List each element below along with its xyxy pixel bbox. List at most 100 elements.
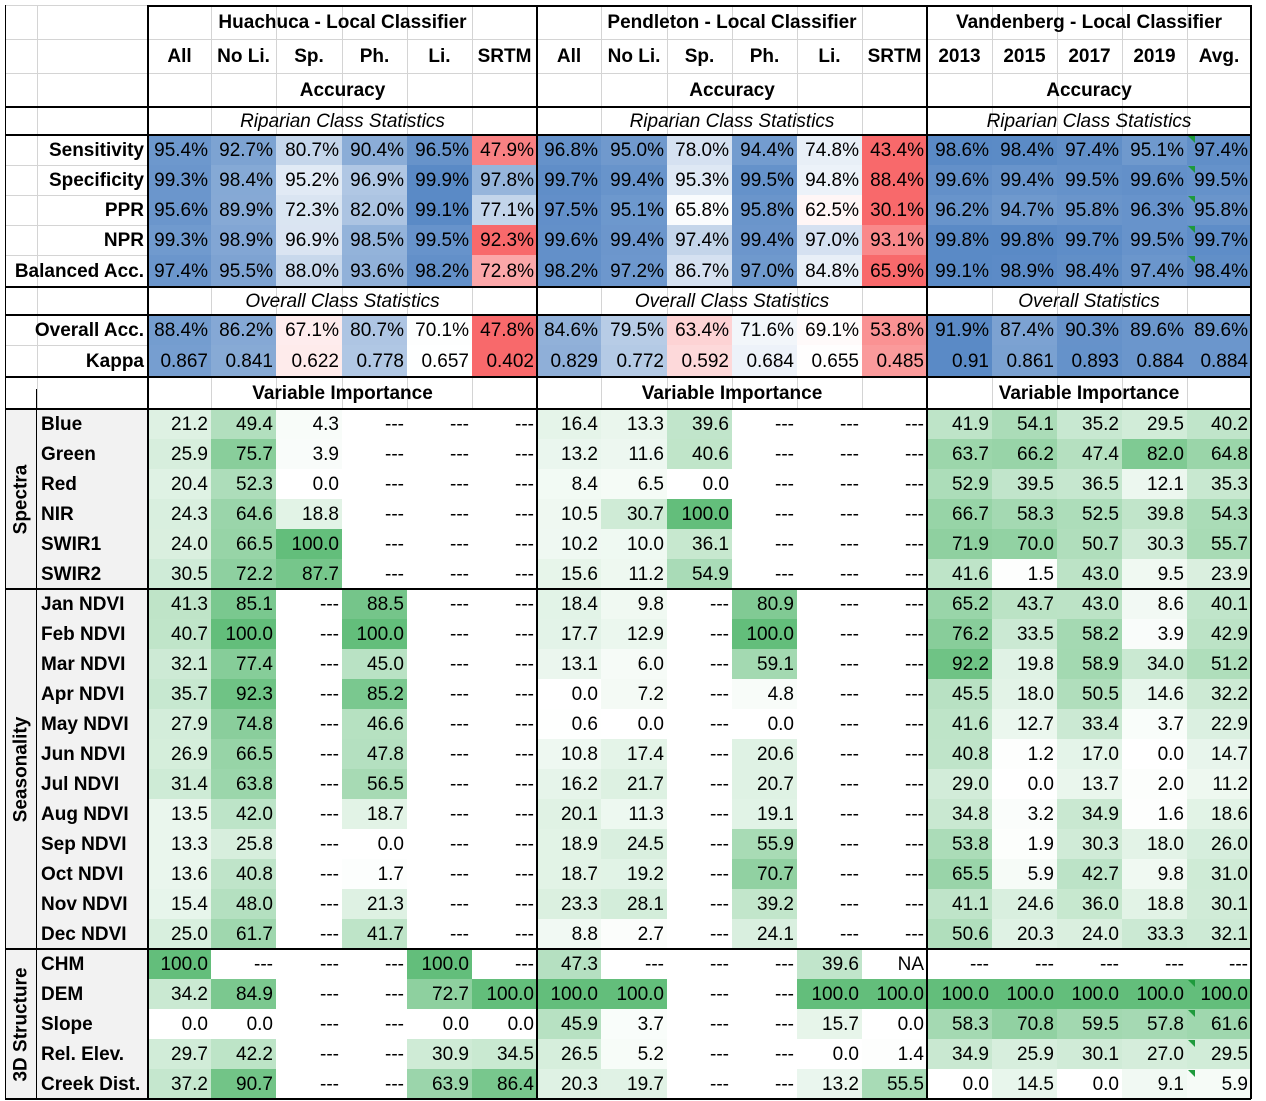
- stat-value: 98.5%: [342, 225, 407, 255]
- importance-value: ---: [407, 709, 472, 739]
- importance-value: ---: [862, 409, 927, 439]
- stat-value: 0.884: [1187, 345, 1251, 377]
- stat-value: 99.3%: [148, 165, 211, 195]
- importance-value: 9.8: [601, 589, 667, 619]
- importance-value: 53.8: [927, 829, 992, 859]
- importance-value: ---: [342, 979, 407, 1009]
- importance-value: 19.1: [732, 799, 797, 829]
- importance-value: ---: [797, 499, 862, 529]
- stat-value: 99.7%: [1057, 225, 1122, 255]
- importance-value: ---: [667, 1009, 732, 1039]
- importance-value: 4.3: [276, 409, 342, 439]
- stat-value: 95.2%: [276, 165, 342, 195]
- importance-value: 30.7: [601, 499, 667, 529]
- importance-value: 43.0: [1057, 559, 1122, 589]
- importance-value: 52.9: [927, 469, 992, 499]
- stat-value: 88.4%: [862, 165, 927, 195]
- stat-value: 80.7%: [342, 315, 407, 345]
- importance-value: ---: [797, 559, 862, 589]
- stat-value: 0.402: [472, 345, 537, 377]
- stat-value: 89.9%: [211, 195, 276, 225]
- stat-value: 0.592: [667, 345, 732, 377]
- importance-value: ---: [862, 769, 927, 799]
- importance-value: ---: [797, 469, 862, 499]
- stat-value: 0.657: [407, 345, 472, 377]
- importance-value: 18.0: [1122, 829, 1187, 859]
- importance-value: 26.5: [537, 1039, 601, 1069]
- importance-value: ---: [276, 1069, 342, 1099]
- stat-value: 71.6%: [732, 315, 797, 345]
- importance-value: 100.0: [537, 979, 601, 1009]
- importance-value: 26.9: [148, 739, 211, 769]
- stat-label: Overall Acc.: [34, 319, 144, 341]
- stat-value: 98.4%: [211, 165, 276, 195]
- stat-value: 0.684: [732, 345, 797, 377]
- importance-value: 66.2: [992, 439, 1057, 469]
- variable-label: May NDVI: [37, 709, 148, 739]
- stat-value: 84.6%: [537, 315, 601, 345]
- stat-value: 98.2%: [407, 255, 472, 287]
- importance-value: 31.4: [148, 769, 211, 799]
- importance-value: 30.3: [1122, 529, 1187, 559]
- importance-value: ---: [276, 1009, 342, 1039]
- importance-value: ---: [276, 649, 342, 679]
- stat-value: 97.0%: [732, 255, 797, 287]
- section-variable-importance: Variable Importance: [641, 382, 823, 404]
- importance-value: ---: [407, 679, 472, 709]
- importance-value: 58.3: [927, 1009, 992, 1039]
- importance-value: 34.8: [927, 799, 992, 829]
- stat-value: 95.8%: [1187, 195, 1251, 225]
- importance-value: 100.0: [667, 499, 732, 529]
- importance-value: 1.4: [862, 1039, 927, 1069]
- stat-value: 98.4%: [1057, 255, 1122, 287]
- importance-value: 3.7: [601, 1009, 667, 1039]
- importance-value: ---: [407, 649, 472, 679]
- importance-value: 80.9: [732, 589, 797, 619]
- importance-value: 45.5: [927, 679, 992, 709]
- importance-value: 8.6: [1122, 589, 1187, 619]
- importance-value: 23.9: [1187, 559, 1251, 589]
- variable-label: Jun NDVI: [37, 739, 148, 769]
- column-header: Li.: [428, 45, 451, 67]
- importance-value: ---: [732, 409, 797, 439]
- importance-value: ---: [667, 619, 732, 649]
- comment-marker-icon: [1188, 196, 1195, 203]
- stat-value: 97.4%: [667, 225, 732, 255]
- variable-label: Aug NDVI: [37, 799, 148, 829]
- stat-value: 77.1%: [472, 195, 537, 225]
- importance-value: 16.4: [537, 409, 601, 439]
- importance-value: 0.0: [537, 679, 601, 709]
- group-label-text: Spectra: [10, 464, 32, 534]
- importance-value: 0.0: [1122, 739, 1187, 769]
- importance-value: 66.5: [211, 739, 276, 769]
- column-header: 2013: [938, 45, 981, 67]
- importance-value: 40.2: [1187, 409, 1251, 439]
- importance-value: ---: [1057, 949, 1122, 979]
- importance-value: 72.2: [211, 559, 276, 589]
- importance-value: 54.1: [992, 409, 1057, 439]
- importance-value: ---: [862, 919, 927, 949]
- importance-value: 42.9: [1187, 619, 1251, 649]
- importance-value: 41.9: [927, 409, 992, 439]
- importance-value: 17.4: [601, 739, 667, 769]
- importance-value: 25.9: [148, 439, 211, 469]
- importance-value: 63.9: [407, 1069, 472, 1099]
- importance-value: ---: [407, 559, 472, 589]
- comment-marker-icon: [1188, 1070, 1195, 1077]
- importance-value: ---: [667, 739, 732, 769]
- importance-value: 41.7: [342, 919, 407, 949]
- importance-value: ---: [667, 889, 732, 919]
- importance-value: 5.9: [1187, 1069, 1251, 1099]
- importance-value: 66.7: [927, 499, 992, 529]
- stat-value: 88.4%: [148, 315, 211, 345]
- importance-value: ---: [862, 709, 927, 739]
- importance-value: 100.0: [992, 979, 1057, 1009]
- importance-value: ---: [797, 919, 862, 949]
- importance-value: ---: [472, 529, 537, 559]
- stat-value: 62.5%: [797, 195, 862, 225]
- importance-value: 40.8: [211, 859, 276, 889]
- stat-value: 96.2%: [927, 195, 992, 225]
- stat-value: 0.867: [148, 345, 211, 377]
- stat-value: 95.3%: [667, 165, 732, 195]
- stat-value: 96.5%: [407, 135, 472, 165]
